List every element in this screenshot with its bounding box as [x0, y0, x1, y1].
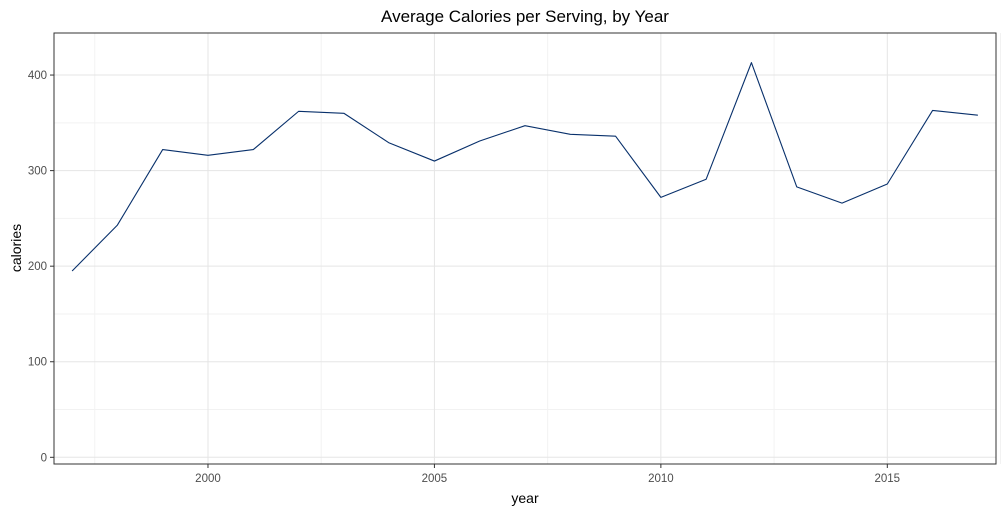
- y-tick-label: 400: [28, 70, 47, 82]
- chart-title: Average Calories per Serving, by Year: [381, 7, 669, 26]
- y-tick-label: 200: [28, 261, 47, 273]
- axes: 2000 2005 2010 2015 0 100 200 300 400: [28, 70, 900, 485]
- series-line: [71, 62, 978, 272]
- x-tick-label: 2015: [875, 473, 901, 485]
- grid-lines: [54, 33, 1002, 464]
- x-axis-title: year: [511, 490, 539, 506]
- y-tick-label: 100: [28, 357, 47, 369]
- plot-panel-border: [53, 32, 997, 465]
- x-tick-label: 2000: [195, 473, 221, 485]
- y-axis-title: calories: [8, 224, 24, 272]
- y-tick-label: 0: [41, 452, 47, 464]
- x-tick-label: 2005: [422, 473, 448, 485]
- x-tick-label: 2010: [648, 473, 674, 485]
- y-tick-label: 300: [28, 166, 47, 178]
- series-layer: [71, 62, 978, 272]
